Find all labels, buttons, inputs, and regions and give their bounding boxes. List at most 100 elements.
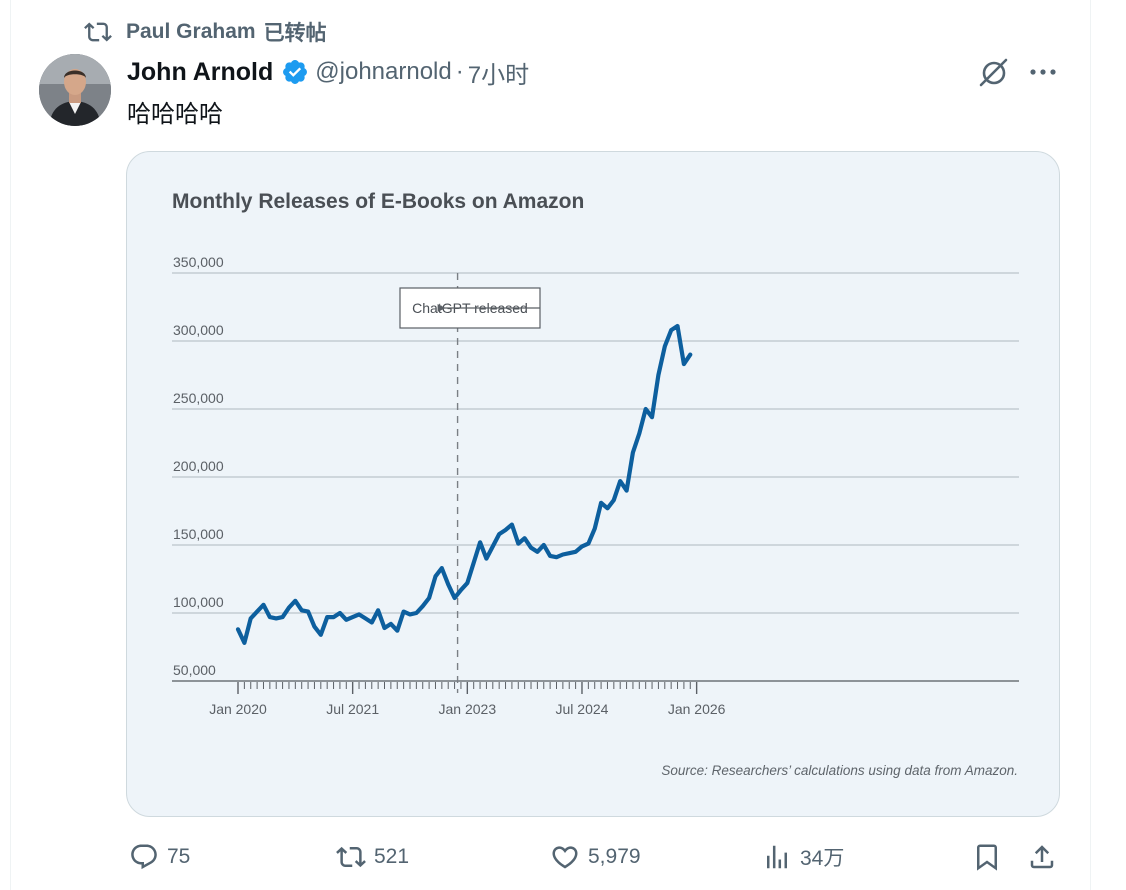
data-point xyxy=(637,431,641,436)
data-point xyxy=(255,610,259,614)
data-point xyxy=(682,362,686,366)
data-point xyxy=(370,620,374,625)
data-point xyxy=(612,498,616,502)
data-point xyxy=(548,554,552,558)
data-point xyxy=(300,608,304,612)
data-point xyxy=(535,550,539,554)
x-tick-label: Jan 2026 xyxy=(668,701,726,717)
data-point xyxy=(312,625,316,629)
analytics-icon xyxy=(767,845,787,869)
data-point xyxy=(567,551,571,555)
data-point xyxy=(529,546,533,550)
data-point xyxy=(561,552,565,557)
data-point xyxy=(274,616,278,620)
data-point xyxy=(389,622,393,626)
verified-badge-icon[interactable] xyxy=(281,58,309,86)
data-point xyxy=(287,606,291,610)
data-point xyxy=(236,627,240,631)
data-point xyxy=(351,615,355,619)
data-point xyxy=(503,528,508,532)
data-point xyxy=(484,557,488,561)
data-point xyxy=(319,633,323,637)
like-button[interactable]: 5,979 xyxy=(550,836,641,878)
data-point xyxy=(580,544,584,548)
data-point xyxy=(618,479,622,483)
views-button[interactable]: 34万 xyxy=(762,836,844,878)
data-point xyxy=(344,618,348,622)
bookmark-icon xyxy=(977,844,997,871)
repost-count: 521 xyxy=(374,845,410,868)
repost-button[interactable]: 521 xyxy=(336,836,409,878)
data-point xyxy=(249,616,253,620)
repost-header[interactable]: Paul Graham 已转帖 xyxy=(84,18,327,46)
y-tick-label: 150,000 xyxy=(173,526,224,542)
data-point xyxy=(644,407,648,411)
tweet-timestamp[interactable]: 7小时 xyxy=(467,61,530,89)
data-point xyxy=(421,604,425,608)
data-point xyxy=(293,599,297,603)
data-point xyxy=(357,612,361,616)
y-tick-label: 250,000 xyxy=(173,390,224,406)
y-tick-label: 300,000 xyxy=(173,322,224,338)
reply-count: 75 xyxy=(167,845,191,868)
data-point xyxy=(554,555,559,559)
data-point xyxy=(675,324,680,328)
data-point xyxy=(465,581,469,585)
data-point xyxy=(669,328,673,332)
reply-button[interactable]: 75 xyxy=(129,836,190,878)
like-count: 5,979 xyxy=(588,845,641,868)
data-point xyxy=(491,544,495,548)
series-line xyxy=(235,323,693,645)
data-point xyxy=(593,527,597,531)
data-point xyxy=(459,588,463,592)
more-options-icon[interactable] xyxy=(1026,60,1060,84)
data-point xyxy=(453,596,457,600)
data-point xyxy=(605,506,610,510)
author-name[interactable]: John Arnold xyxy=(127,57,274,86)
y-tick-label: 350,000 xyxy=(173,254,224,270)
author-handle[interactable]: @johnarnold xyxy=(315,58,452,85)
share-button[interactable] xyxy=(1027,836,1065,878)
chart-annotation: ChatGPT released xyxy=(399,273,541,693)
data-point xyxy=(574,550,578,554)
column-divider-left xyxy=(10,0,11,890)
tweet-text: 哈哈哈哈 xyxy=(127,101,223,128)
repost-icon xyxy=(84,22,112,42)
data-point xyxy=(408,612,412,616)
data-point xyxy=(472,561,476,565)
data-point xyxy=(382,626,387,630)
data-point xyxy=(306,610,310,614)
chart-title: Monthly Releases of E-Books on Amazon xyxy=(172,190,584,213)
bookmark-button[interactable] xyxy=(972,836,1010,878)
share-icon xyxy=(1030,845,1054,869)
data-point xyxy=(395,629,399,633)
data-point xyxy=(402,610,406,614)
data-point xyxy=(261,603,266,607)
reposter-name[interactable]: Paul Graham xyxy=(126,20,256,43)
avatar-portrait-icon xyxy=(39,54,111,126)
data-point xyxy=(281,615,285,619)
data-point xyxy=(414,611,418,615)
annotation-arrowhead xyxy=(437,304,446,312)
x-tick-label: Jul 2024 xyxy=(556,701,609,717)
chart-source: Source: Researchers’ calculations using … xyxy=(661,763,1018,778)
media-card[interactable]: Monthly Releases of E-Books on Amazon 50… xyxy=(126,151,1060,817)
repost-action-icon xyxy=(336,846,366,868)
author-row: John Arnold @johnarnold · 7小时 xyxy=(127,56,530,89)
data-point xyxy=(325,615,329,619)
y-tick-label: 50,000 xyxy=(173,662,216,678)
data-point xyxy=(268,615,272,619)
chart-grid xyxy=(172,272,1019,682)
column-divider-right xyxy=(1090,0,1091,890)
avatar[interactable] xyxy=(39,54,111,126)
data-point xyxy=(338,611,342,615)
x-tick-label: Jul 2021 xyxy=(326,701,379,717)
data-point xyxy=(510,523,514,527)
view-count: 34万 xyxy=(800,847,845,870)
data-point xyxy=(427,596,431,600)
grok-icon[interactable] xyxy=(976,54,1012,90)
data-point xyxy=(497,532,501,536)
data-point xyxy=(663,344,667,348)
x-axis: Jan 2020 Jul 2021 Jan 2023 Jul 2024 Jan 2026 xyxy=(172,680,1019,717)
y-tick-label: 100,000 xyxy=(173,594,224,610)
